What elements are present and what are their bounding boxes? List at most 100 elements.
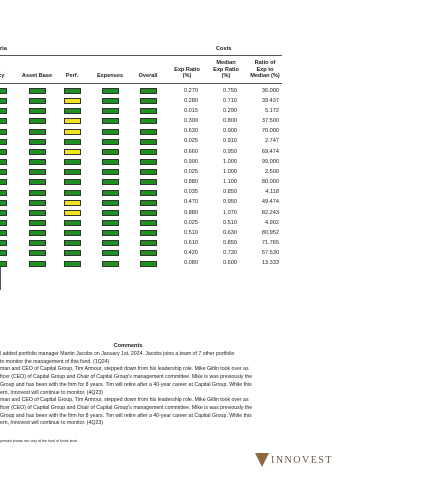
comment-line: man and CEO of Capital Group, Tim Armour… (0, 366, 249, 373)
column-header: Expenses (96, 73, 124, 80)
comment-line: ficer (CEO) of Capital Group and Chair o… (0, 374, 253, 381)
status-indicator (0, 179, 7, 186)
status-indicator (101, 209, 119, 216)
cell-value: 0.630 (223, 229, 237, 236)
status-indicator (139, 240, 157, 247)
status-indicator (63, 219, 81, 226)
comment-line: ern, Innovest will continue to monitor. … (0, 420, 103, 427)
status-indicator (0, 138, 7, 145)
cell-value: 0.035 (184, 189, 198, 196)
status-indicator (28, 240, 46, 247)
cell-value: 36.000 (261, 87, 279, 94)
status-indicator (63, 88, 81, 94)
cell-value: 0.510 (223, 219, 237, 226)
status-indicator (28, 219, 46, 226)
status-indicator (63, 230, 81, 237)
cell-value: 99.000 (261, 158, 279, 165)
column-header: ency (0, 73, 5, 80)
cell-value: 0.080 (184, 260, 198, 267)
column-header: Ratio of (254, 60, 276, 67)
cell-value: 13.333 (261, 260, 279, 267)
column-header: Median (216, 60, 236, 67)
status-indicator (101, 240, 119, 247)
status-indicator (101, 199, 119, 206)
comment-line: l added portfolio manager Martin Jacobs … (0, 351, 235, 357)
status-indicator (28, 128, 46, 135)
status-indicator (63, 199, 81, 206)
status-indicator (63, 108, 81, 115)
costs-header: Costs (216, 46, 232, 52)
status-indicator (28, 199, 46, 206)
cell-value: 80.952 (261, 229, 279, 236)
status-indicator (63, 128, 81, 135)
criteria-header: ria (0, 46, 7, 52)
status-indicator (0, 148, 7, 155)
status-indicator (139, 260, 157, 267)
status-indicator (101, 108, 119, 115)
cell-value: 0.950 (223, 199, 237, 206)
status-indicator (28, 250, 46, 257)
status-indicator (63, 169, 81, 176)
footnote: pensed shown are only at the fund of fun… (0, 439, 79, 443)
status-indicator (139, 199, 157, 206)
status-indicator (139, 98, 157, 105)
status-indicator (139, 169, 157, 176)
status-indicator (63, 148, 81, 155)
cell-value: 0.470 (184, 199, 198, 206)
status-indicator (101, 128, 119, 135)
cell-value: 0.710 (223, 97, 237, 104)
cell-value: 2.747 (265, 138, 279, 145)
cell-value: 0.750 (223, 87, 237, 94)
status-indicator (0, 250, 7, 257)
status-indicator (101, 98, 119, 105)
status-indicator (28, 209, 46, 216)
column-header: Asset Base (21, 73, 53, 80)
status-indicator (63, 189, 81, 196)
status-indicator (101, 169, 119, 176)
cell-value: 0.910 (223, 138, 237, 145)
status-indicator (0, 88, 7, 94)
column-header: Exp Ratio (213, 66, 239, 73)
comment-line: ern, Innovest will continue to monitor. … (0, 389, 103, 396)
cell-value: 0.950 (223, 148, 237, 155)
column-header: Exp to (256, 66, 274, 73)
status-indicator (101, 219, 119, 226)
status-indicator (0, 159, 7, 166)
cell-value: 70.000 (261, 128, 279, 135)
cell-value: 0.660 (184, 148, 198, 155)
status-indicator (28, 148, 46, 155)
cell-value: 0.015 (184, 108, 198, 114)
status-indicator (28, 138, 46, 145)
status-indicator (139, 108, 157, 115)
status-indicator (139, 148, 157, 155)
cell-value: 0.600 (223, 260, 237, 267)
cell-value: 0.990 (184, 158, 198, 165)
logo-text: INNOVEST (271, 455, 333, 466)
cell-value: 0.270 (184, 87, 198, 94)
status-indicator (0, 240, 7, 247)
status-indicator (101, 250, 119, 257)
column-header: (%) (221, 73, 231, 80)
cell-value: 0.900 (223, 128, 237, 135)
status-indicator (101, 189, 119, 196)
logo-mark (255, 453, 269, 467)
cell-value: 4.118 (265, 189, 279, 196)
status-indicator (0, 98, 7, 105)
cell-value: 0.025 (184, 219, 198, 226)
header-rule (0, 55, 282, 56)
column-header: Perf. (65, 73, 79, 80)
status-indicator (101, 230, 119, 237)
cell-value: 39.437 (261, 97, 279, 104)
cell-value: 0.880 (184, 209, 198, 216)
status-indicator (139, 88, 157, 94)
cell-value: 1.070 (223, 209, 237, 216)
cell-value: 5.172 (265, 108, 279, 114)
status-indicator (139, 189, 157, 196)
cell-value: 0.630 (184, 128, 198, 135)
cell-value: 82.243 (261, 209, 279, 216)
status-indicator (28, 230, 46, 237)
cell-value: 0.280 (184, 97, 198, 104)
status-indicator (28, 108, 46, 115)
column-header: Exp Ratio (174, 66, 200, 73)
